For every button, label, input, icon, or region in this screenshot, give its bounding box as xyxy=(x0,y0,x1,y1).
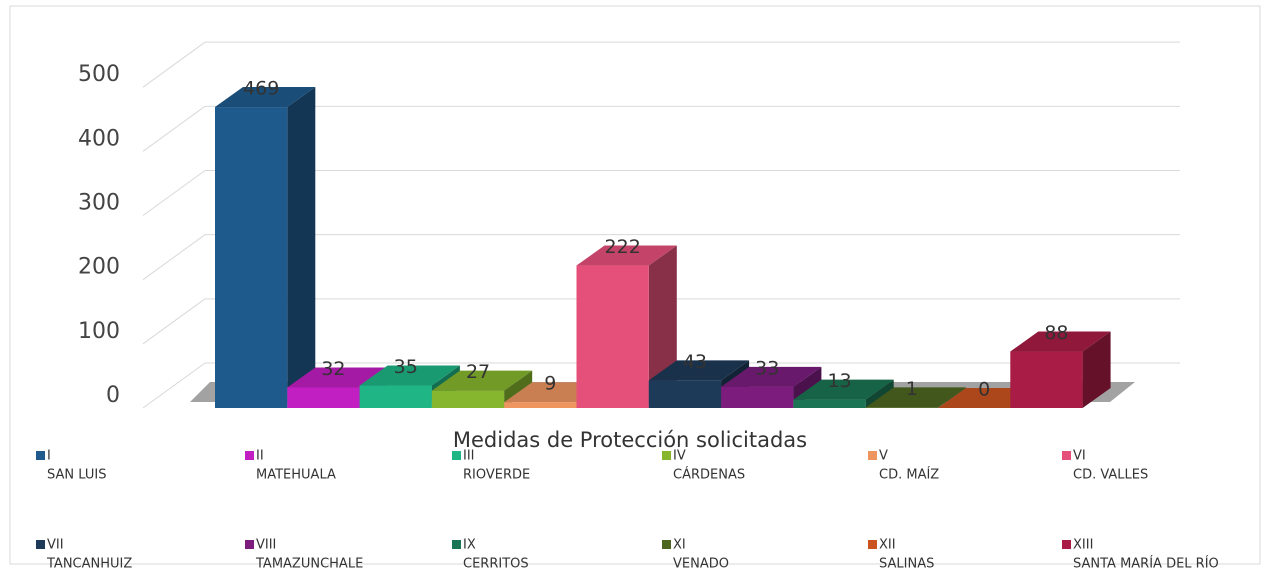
y-tick-label: 200 xyxy=(78,255,120,280)
bar-top xyxy=(431,370,533,391)
legend-label: XI xyxy=(673,538,686,553)
grid-line xyxy=(142,41,206,88)
value-label: 43 xyxy=(683,351,707,373)
y-tick-label: 500 xyxy=(78,62,120,87)
legend-label: SAN LUIS xyxy=(47,468,106,483)
grid-line xyxy=(142,298,206,345)
legend-label: I xyxy=(47,449,51,464)
value-label: 27 xyxy=(466,361,490,383)
value-label: 33 xyxy=(755,357,779,379)
legend-label: IX xyxy=(463,538,476,553)
bar-side xyxy=(865,379,894,408)
y-tick-label: 400 xyxy=(78,126,120,151)
y-tick-label: 0 xyxy=(106,383,120,408)
legend-swatch xyxy=(36,540,45,549)
legend-label: CD. VALLES xyxy=(1073,468,1148,483)
grid-line xyxy=(142,234,206,281)
bar-top xyxy=(865,387,966,408)
value-label: 13 xyxy=(827,370,851,392)
bar-side xyxy=(1082,331,1111,408)
value-label: 32 xyxy=(321,358,345,380)
value-label: 222 xyxy=(605,236,641,258)
legend-label: SANTA MARÍA DEL RÍO xyxy=(1073,556,1219,572)
bar-top xyxy=(215,87,316,108)
legend-label: II xyxy=(256,449,264,464)
grid-line xyxy=(142,105,206,152)
x-axis-title: Medidas de Protección solicitadas xyxy=(453,428,807,452)
bar xyxy=(648,380,722,408)
grid-line xyxy=(142,362,206,409)
legend-label: V xyxy=(879,449,888,464)
bar-side xyxy=(287,87,316,408)
legend-swatch xyxy=(452,451,461,460)
value-label: 88 xyxy=(1044,322,1068,344)
legend-label: TAMAZUNCHALE xyxy=(255,557,363,572)
bar-top xyxy=(648,360,750,381)
legend-label: VII xyxy=(47,538,64,553)
bar xyxy=(721,386,794,408)
legend-label: TANCANHUIZ xyxy=(46,557,132,572)
legend-swatch xyxy=(245,540,254,549)
legend-swatch xyxy=(868,451,877,460)
legend-label: XII xyxy=(879,538,896,553)
bar-top xyxy=(793,379,894,400)
legend-label: MATEHUALA xyxy=(256,468,336,483)
legend-label: VENADO xyxy=(673,557,729,572)
value-label: 9 xyxy=(544,373,556,395)
legend-swatch xyxy=(1062,540,1071,549)
legend-swatch xyxy=(1062,451,1071,460)
bar xyxy=(865,407,938,408)
legend-swatch xyxy=(452,540,461,549)
legend-label: CERRITOS xyxy=(463,557,529,572)
bar-top xyxy=(721,366,822,387)
grid-line xyxy=(142,170,206,216)
legend-label: IV xyxy=(673,449,686,464)
legend-label: VI xyxy=(1073,449,1086,464)
value-label: 35 xyxy=(394,356,418,378)
bar-top xyxy=(576,245,677,266)
value-label: 469 xyxy=(243,78,279,100)
bar xyxy=(215,107,288,408)
legend-swatch xyxy=(36,451,45,460)
y-tick-label: 300 xyxy=(78,191,120,216)
bar xyxy=(359,385,432,408)
value-label: 0 xyxy=(978,379,990,401)
legend-swatch xyxy=(662,540,671,549)
legend-swatch xyxy=(662,451,671,460)
bar xyxy=(576,265,649,408)
bar xyxy=(793,399,866,408)
legend-label: III xyxy=(463,449,475,464)
bar-top xyxy=(1010,331,1111,352)
y-tick-label: 100 xyxy=(78,319,120,344)
bar xyxy=(431,390,505,408)
value-label: 1 xyxy=(906,378,918,400)
legend-label: VIII xyxy=(256,538,276,553)
legend-swatch xyxy=(245,451,254,460)
legend-swatch xyxy=(868,540,877,549)
legend-label: CÁRDENAS xyxy=(673,467,745,483)
bar xyxy=(1010,351,1083,408)
bar-top xyxy=(359,365,460,386)
bar xyxy=(504,402,577,408)
legend-label: CD. MAÍZ xyxy=(879,467,939,483)
bar xyxy=(287,387,360,408)
legend-label: RIOVERDE xyxy=(463,468,530,483)
bar-side xyxy=(938,387,966,408)
bar-top xyxy=(287,367,388,388)
legend-label: XIII xyxy=(1073,538,1093,553)
legend-label: SALINAS xyxy=(879,557,934,572)
